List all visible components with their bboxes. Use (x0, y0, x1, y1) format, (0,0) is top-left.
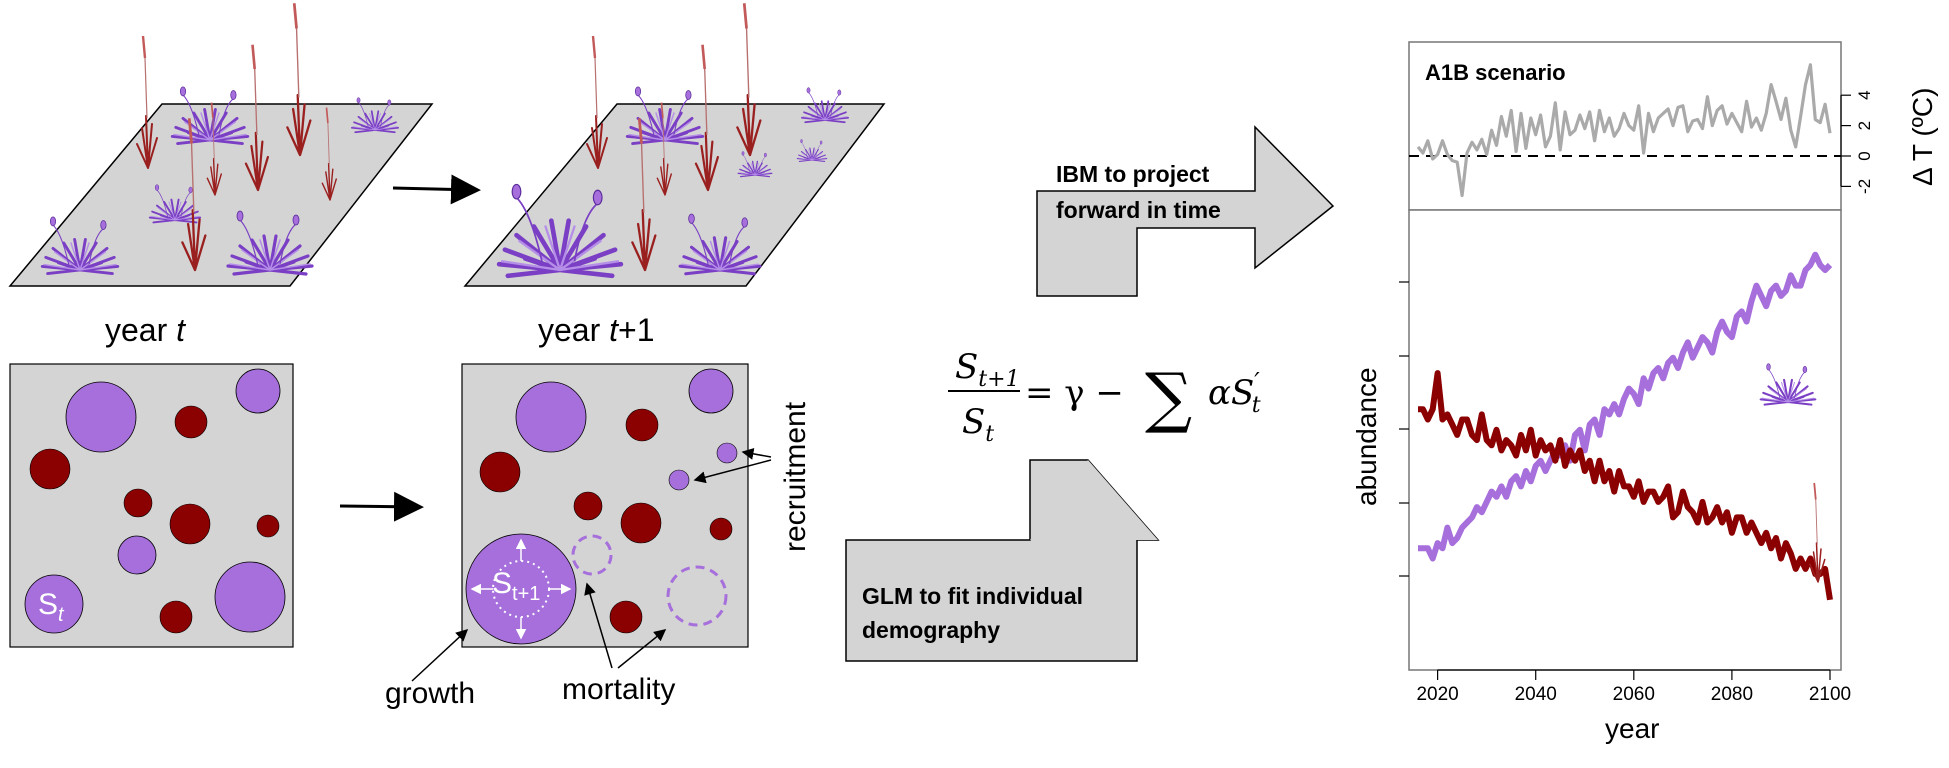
recruit-circle (668, 469, 690, 491)
recruitment-label: recruitment (779, 401, 812, 552)
arrow-bottom (339, 491, 424, 522)
arrow-top (392, 174, 481, 205)
abundance-chart: 2020 2040 2060 2080 2100 year abundance (1351, 209, 1851, 744)
abundance-xlabel: year (1605, 713, 1659, 744)
plot-year-t (8, 1, 434, 287)
ibm-text-line2: forward in time (1056, 197, 1221, 223)
plot-year-t1 (463, 1, 886, 287)
st-circle (24, 574, 84, 634)
circles-panel-t1: St+1 (461, 363, 749, 648)
forb-series-line (1418, 251, 1833, 562)
grass-series-line (1418, 370, 1833, 601)
glm-arrow: GLM to fit individual demography (845, 459, 1160, 662)
temperature-ytick-label: 0 (1855, 151, 1874, 160)
temperature-ylabel: Δ T (ºC) (1907, 88, 1938, 186)
equation: St+1 St = γ − ∑ αS′ t (948, 347, 1261, 447)
temperature-ytick-label: 2 (1855, 121, 1874, 130)
ibm-text-line1: IBM to project (1056, 161, 1210, 187)
year-t-label: year t (105, 312, 186, 348)
abundance-xtick-label: 2100 (1809, 684, 1851, 705)
st-label: St (38, 588, 65, 626)
grown-circle (465, 533, 577, 645)
temperature-ytick-label: 4 (1855, 90, 1874, 99)
temperature-chart-title: A1B scenario (1425, 60, 1566, 85)
mortality-label: mortality (562, 673, 675, 706)
dead-circle (571, 534, 613, 576)
grass-plant-icon (135, 34, 159, 170)
dead-circle (666, 565, 728, 627)
abundance-xtick-label: 2060 (1613, 684, 1655, 705)
grass-plant-icon (735, 1, 762, 157)
temperature-ytick-label: -2 (1855, 179, 1874, 194)
eq-term: αS′ t (1208, 368, 1261, 418)
abundance-xtick-label: 2040 (1515, 684, 1557, 705)
eq-denominator: St (962, 402, 994, 447)
abundance-xtick-label: 2020 (1416, 684, 1458, 705)
eq-sum: ∑ (1145, 359, 1192, 436)
eq-numerator: St+1 (955, 347, 1020, 392)
ibm-arrow: IBM to project forward in time (1036, 125, 1335, 297)
temperature-series-line (1416, 63, 1832, 198)
abundance-xtick-label: 2080 (1711, 684, 1753, 705)
eq-rhs: = γ − (1025, 373, 1124, 413)
circles-panel-t: St (9, 363, 294, 648)
temperature-chart: A1B scenario -2 0 2 4 Δ T (ºC) (1408, 41, 1938, 211)
abundance-ylabel: abundance (1351, 367, 1382, 506)
grass-plant-icon (585, 34, 609, 170)
glm-text-line2: demography (862, 617, 1000, 643)
grass-plant-icon (285, 1, 312, 157)
recruit-circle (716, 442, 738, 464)
st1-label: St+1 (492, 567, 540, 605)
glm-text-line1: GLM to fit individual (862, 583, 1083, 609)
year-t1-label: year t+1 (538, 312, 655, 348)
growth-label: growth (385, 677, 475, 710)
